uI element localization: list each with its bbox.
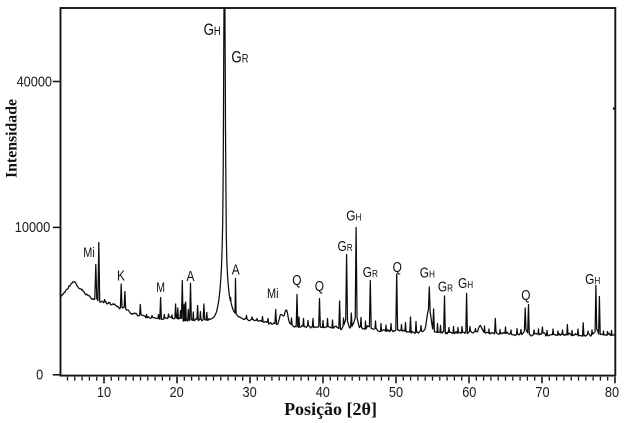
svg-text:0: 0 — [36, 365, 43, 382]
svg-text:A: A — [232, 261, 240, 277]
svg-text:GH: GH — [204, 21, 221, 40]
svg-text:10: 10 — [97, 383, 111, 400]
svg-text:50: 50 — [389, 383, 403, 400]
svg-text:10000: 10000 — [15, 218, 51, 235]
svg-text:GH: GH — [346, 207, 361, 223]
svg-text:60: 60 — [462, 383, 476, 400]
svg-text:70: 70 — [535, 383, 549, 400]
svg-text:GR: GR — [438, 278, 454, 294]
svg-text:40: 40 — [316, 383, 330, 400]
svg-text:GH: GH — [585, 271, 600, 287]
svg-text:GR: GR — [363, 264, 379, 280]
svg-text:GR: GR — [231, 48, 248, 67]
svg-text:Q: Q — [292, 272, 301, 288]
svg-text:40000: 40000 — [17, 73, 53, 90]
svg-text:K: K — [117, 267, 125, 283]
svg-text:Mi: Mi — [83, 245, 95, 261]
svg-text:Intensidade: Intensidade — [4, 99, 21, 178]
svg-text:M: M — [156, 280, 165, 296]
svg-text:GH: GH — [420, 264, 435, 280]
svg-text:Posição [2θ]: Posição [2θ] — [284, 399, 377, 419]
svg-text:Q: Q — [393, 259, 402, 275]
svg-text:Q: Q — [521, 287, 530, 303]
svg-text:Q: Q — [315, 278, 324, 294]
svg-text:80: 80 — [605, 383, 619, 400]
svg-text:20: 20 — [170, 383, 184, 400]
svg-text:GH: GH — [458, 275, 473, 291]
svg-text:GR: GR — [338, 238, 354, 254]
svg-text:A: A — [187, 268, 195, 284]
svg-text:30: 30 — [243, 383, 257, 400]
svg-text:Mi: Mi — [267, 286, 279, 302]
